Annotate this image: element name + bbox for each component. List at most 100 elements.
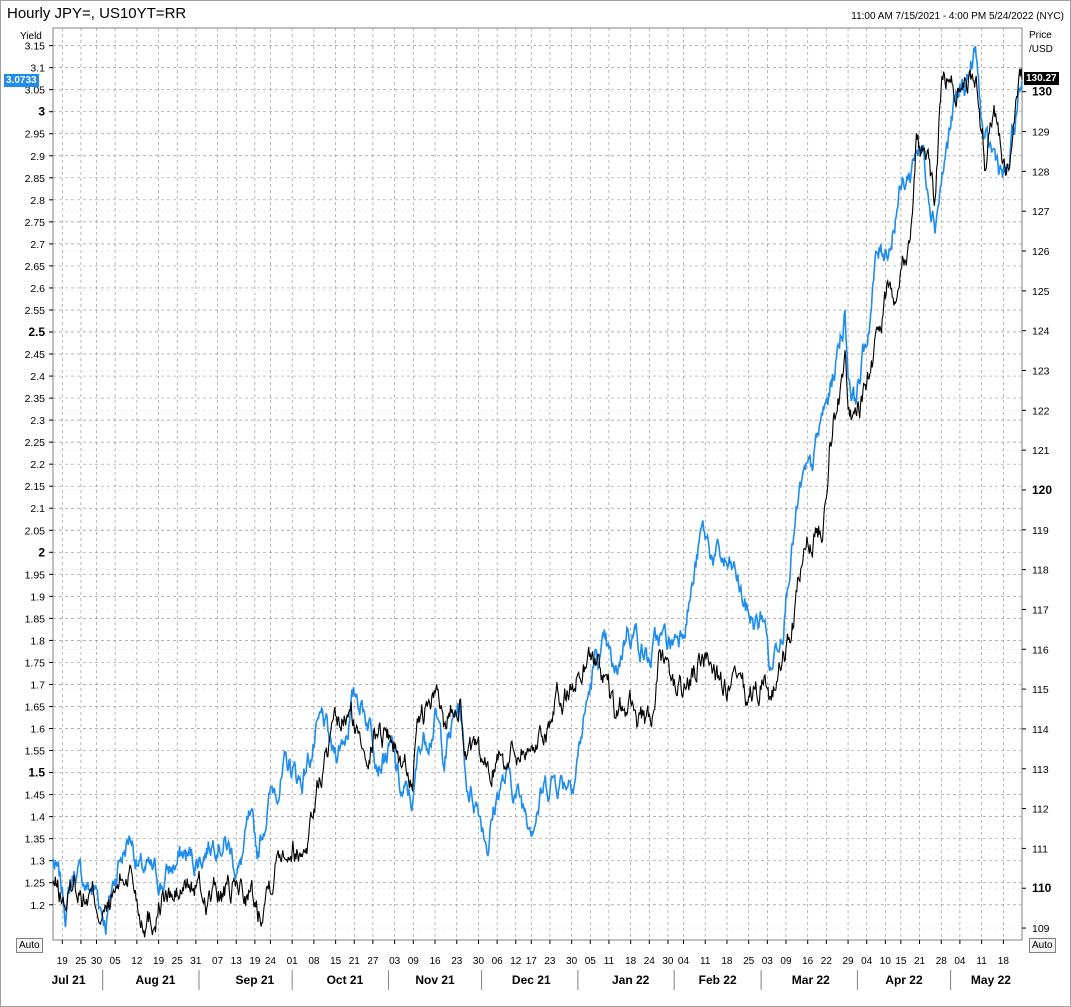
right-tick-label: 128: [1032, 166, 1050, 178]
x-month-label: Nov 21: [415, 973, 455, 987]
x-day-label: 19: [153, 956, 165, 967]
x-day-label: 11: [976, 956, 987, 967]
left-auto-scale-button[interactable]: Auto: [16, 938, 43, 953]
x-day-label: 09: [408, 956, 420, 967]
left-tick-label: 3.15: [25, 41, 46, 53]
left-tick-label: 2.65: [25, 261, 46, 273]
x-day-label: 27: [367, 956, 379, 967]
right-tick-label: 122: [1032, 405, 1050, 417]
x-day-label: 21: [914, 956, 926, 967]
x-day-label: 25: [75, 956, 87, 967]
x-day-label: 11: [700, 956, 711, 967]
left-tick-label: 2.25: [25, 437, 46, 449]
x-month-label: Dec 21: [512, 973, 551, 987]
left-tick-label: 1.65: [25, 701, 46, 713]
x-day-label: 01: [287, 956, 299, 967]
left-tick-label: 2.05: [25, 525, 46, 537]
right-tick-label: 124: [1032, 326, 1050, 338]
left-tick-label: 2.95: [25, 129, 46, 141]
x-day-label: 18: [721, 956, 733, 967]
left-tick-label: 1.3: [30, 856, 45, 868]
x-month-label: Mar 22: [792, 973, 830, 987]
x-day-label: 30: [662, 956, 674, 967]
right-tick-label: 111: [1032, 843, 1048, 855]
x-month-label: Jul 21: [52, 973, 86, 987]
left-tick-label: 1.9: [30, 591, 45, 603]
right-auto-scale-button[interactable]: Auto: [1029, 938, 1056, 953]
left-tick-label: 1.95: [25, 569, 46, 581]
x-day-label: 24: [265, 956, 277, 967]
series-lines: [52, 45, 1023, 938]
right-axis-label: /USD: [1029, 44, 1053, 55]
left-tick-label: 1.25: [25, 878, 46, 890]
x-day-label: 13: [231, 956, 243, 967]
left-tick-label: 2.55: [25, 305, 46, 317]
left-tick-label: 2.45: [25, 349, 46, 361]
right-tick-label: 129: [1032, 127, 1050, 139]
x-day-label: 25: [172, 956, 184, 967]
right-tick-label: 119: [1032, 525, 1049, 537]
left-tick-label: 2.4: [30, 371, 45, 383]
x-day-label: 12: [510, 956, 522, 967]
x-day-label: 12: [131, 956, 143, 967]
x-day-label: 25: [743, 956, 755, 967]
left-tick-label: 2.9: [30, 151, 45, 163]
x-day-label: 21: [349, 956, 361, 967]
x-month-label: Oct 21: [327, 973, 364, 987]
x-month-label: Sep 21: [236, 973, 275, 987]
left-tick-label: 2.8: [30, 195, 45, 207]
current-yield-badge: 3.0733: [4, 73, 39, 87]
right-tick-label: 110: [1032, 881, 1052, 895]
x-day-label: 05: [110, 956, 122, 967]
right-tick-label: 114: [1032, 724, 1049, 736]
left-tick-label: 1.45: [25, 790, 46, 802]
left-tick-label: 1.2: [30, 900, 45, 912]
x-day-label: 17: [526, 956, 538, 967]
x-month-label: Feb 22: [699, 973, 737, 987]
x-day-label: 15: [330, 956, 342, 967]
right-tick-label: 127: [1032, 206, 1050, 218]
right-tick-label: 121: [1032, 445, 1050, 457]
x-day-label: 08: [308, 956, 320, 967]
left-tick-label: 1.7: [30, 679, 45, 691]
x-month-label: Jan 22: [612, 973, 650, 987]
left-axis-label: Yield: [20, 31, 42, 42]
current-price-badge: 130.27: [1024, 71, 1059, 85]
right-axis: 109 110 111 112 113 114 115 116 117 118 119 120 121 1…: [1022, 30, 1053, 935]
x-day-label: 16: [802, 956, 814, 967]
x-day-label: 04: [861, 956, 873, 967]
left-tick-label: 1.55: [25, 746, 46, 758]
x-day-label: 15: [895, 956, 907, 967]
x-month-label: Apr 22: [885, 973, 923, 987]
x-day-label: 04: [954, 956, 966, 967]
x-month-label: Aug 21: [135, 973, 175, 987]
right-tick-label: 113: [1032, 764, 1049, 776]
x-day-label: 19: [57, 956, 69, 967]
x-day-label: 22: [821, 956, 833, 967]
x-day-label: 24: [644, 956, 656, 967]
left-tick-label: 3.1: [30, 63, 45, 75]
left-tick-label: 3: [38, 105, 45, 119]
plot-area: [52, 27, 1023, 941]
right-tick-label: 126: [1032, 246, 1050, 258]
right-tick-label: 130: [1032, 85, 1052, 99]
x-day-label: 19: [249, 956, 261, 967]
x-day-label: 03: [762, 956, 774, 967]
x-day-label: 31: [190, 956, 202, 967]
left-tick-label: 1.85: [25, 613, 46, 625]
yield-series-line: [52, 45, 1023, 935]
x-day-label: 05: [585, 956, 597, 967]
grid-lines: [52, 27, 1023, 941]
left-tick-label: 1.8: [30, 635, 45, 647]
x-day-label: 30: [566, 956, 578, 967]
left-tick-label: 2.15: [25, 481, 46, 493]
usdjpy-series-line: [52, 68, 1023, 938]
left-tick-label: 2.85: [25, 173, 46, 185]
x-day-label: 18: [625, 956, 637, 967]
x-day-label: 06: [492, 956, 504, 967]
x-day-label: 28: [936, 956, 948, 967]
x-day-label: 11: [604, 956, 615, 967]
x-axis: 19 25 30 05 12 19 25 31 07 13 19 24 01 08 15 21 27 03 09 16…: [52, 940, 1011, 990]
left-axis: 1.2 1.25 1.3 1.35 1.4 1.45 1.5 1.55 1.6 1.65 1.7 1.…: [20, 31, 53, 912]
